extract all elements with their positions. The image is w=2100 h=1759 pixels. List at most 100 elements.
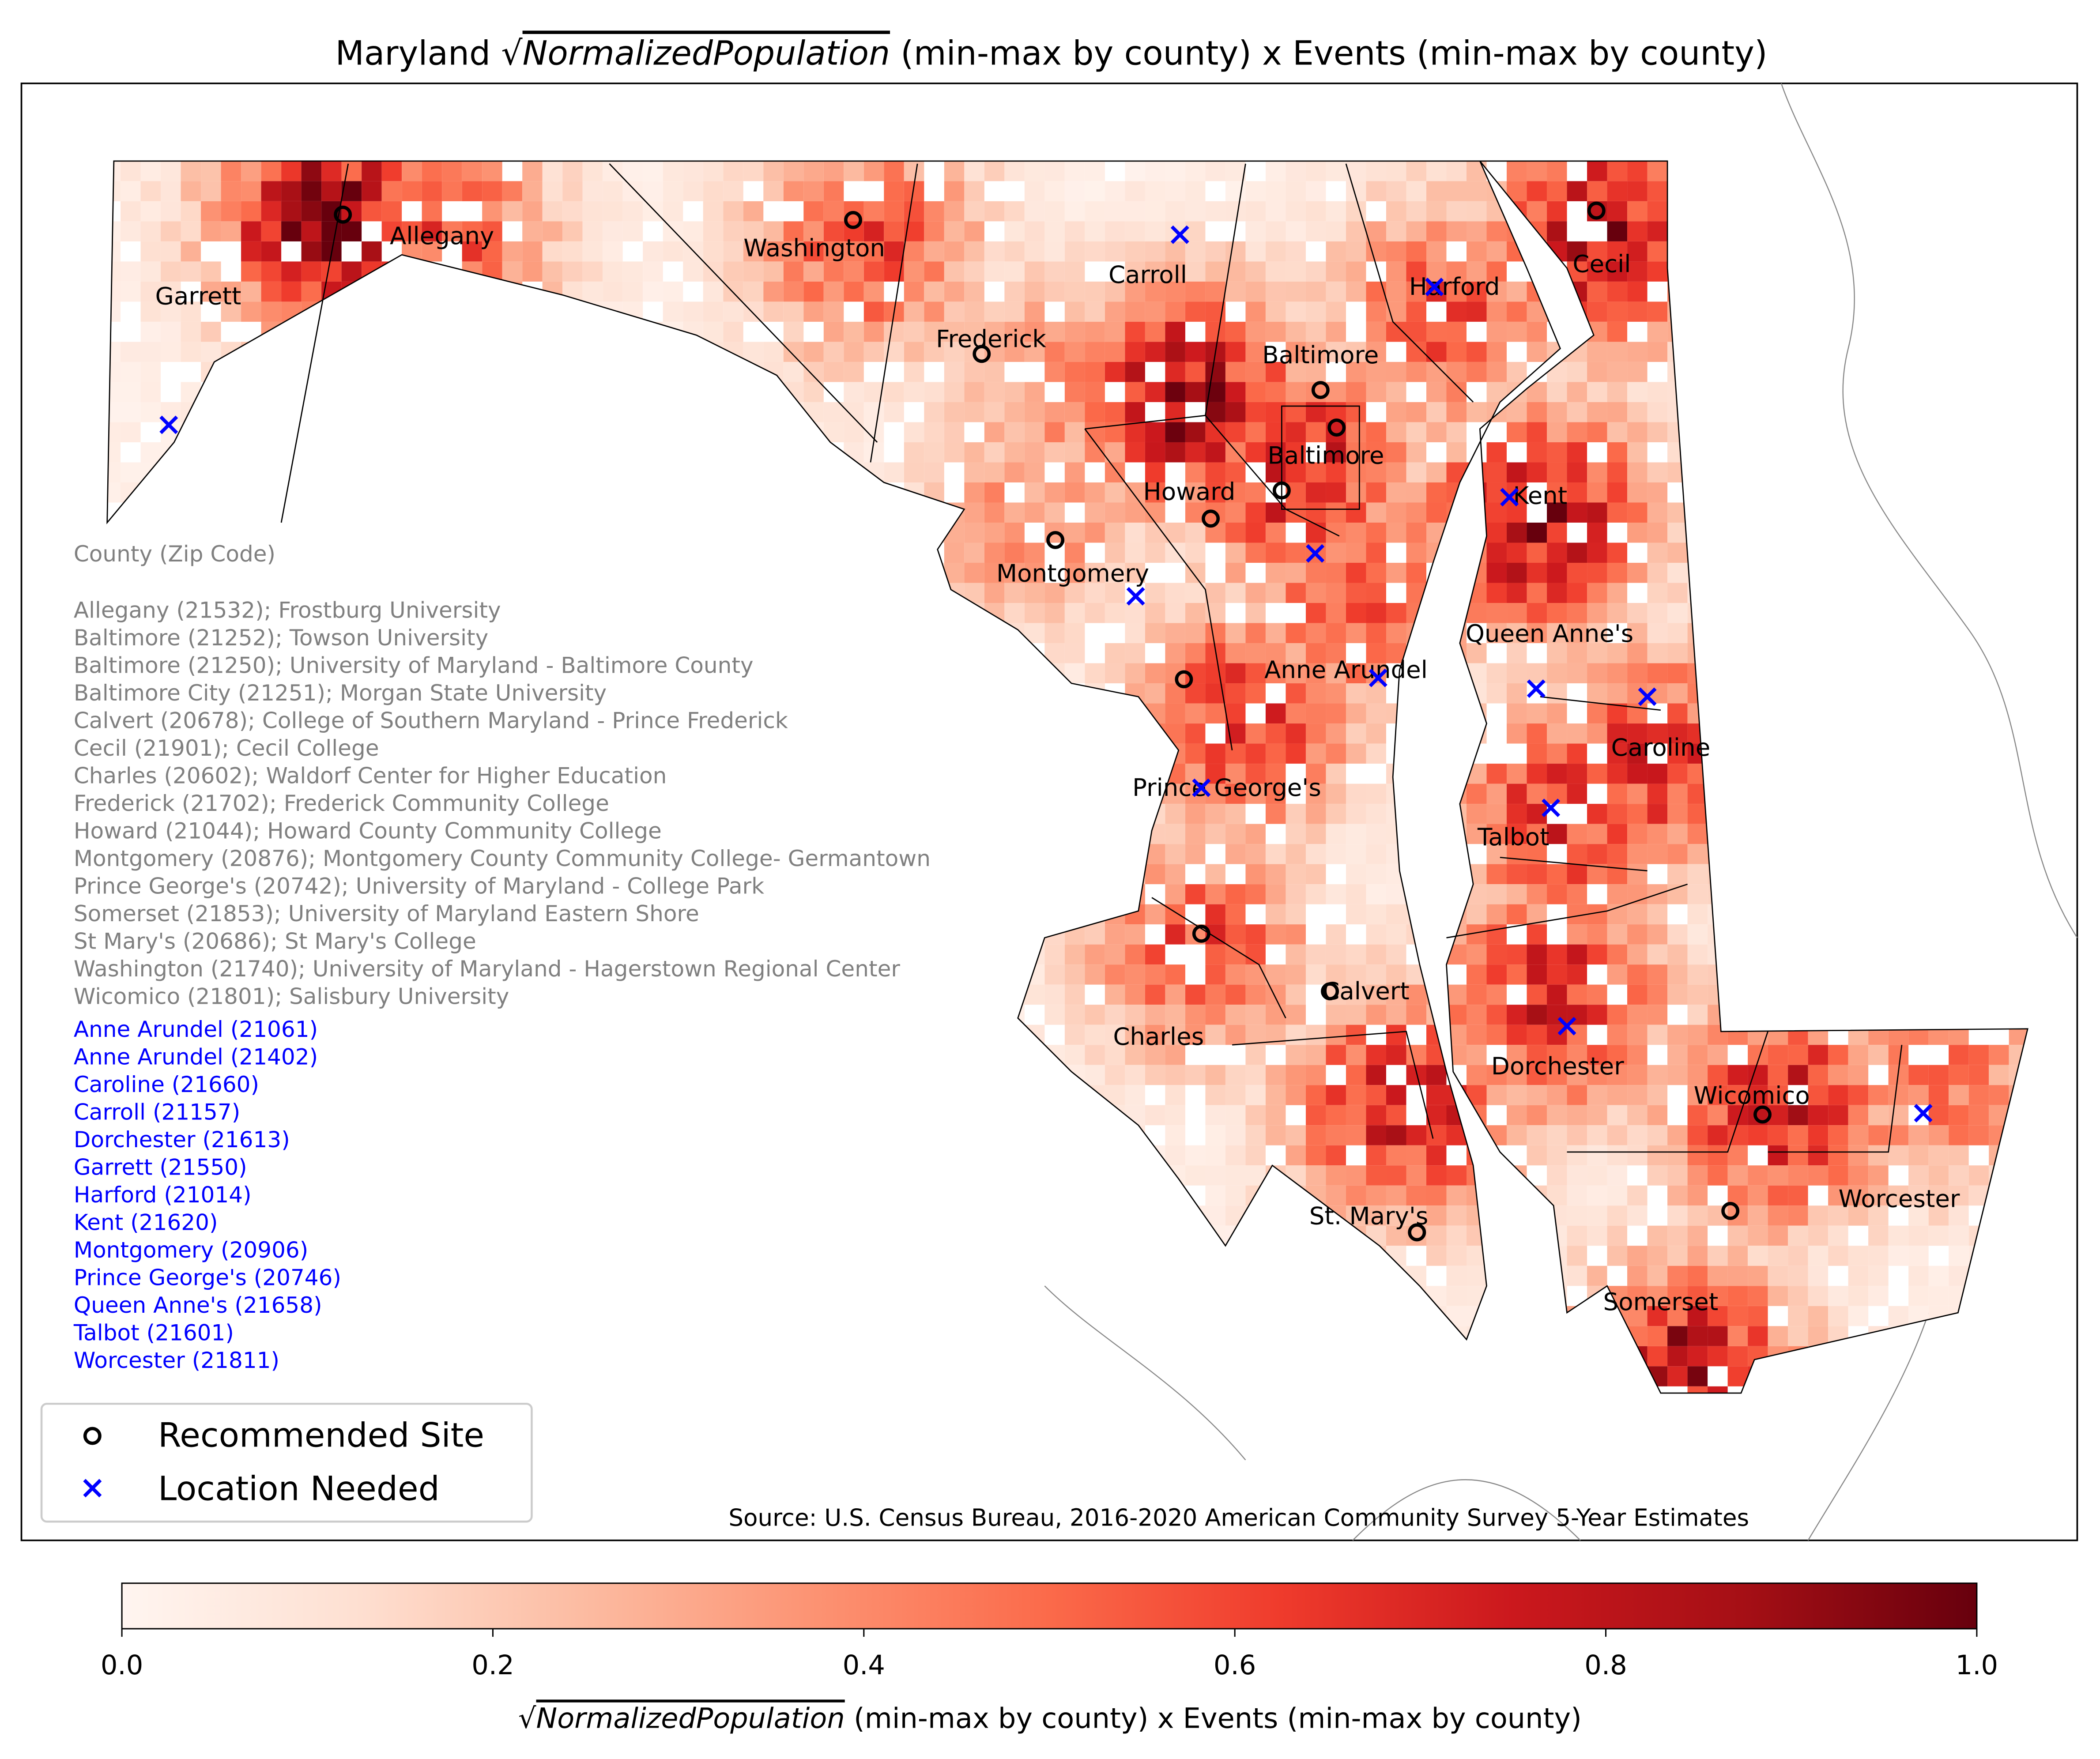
heatmap-cell: [402, 1205, 422, 1226]
heatmap-cell: [743, 1205, 764, 1226]
heatmap-cell: [783, 824, 804, 844]
heatmap-cell: [1989, 1005, 2009, 1025]
heatmap-cell: [1024, 301, 1045, 322]
heatmap-cell: [1607, 321, 1628, 342]
heatmap-cell: [522, 502, 543, 523]
heatmap-cell: [1607, 884, 1628, 904]
heatmap-cell: [1647, 522, 1668, 543]
heatmap-cell: [562, 281, 583, 302]
heatmap-cell: [1587, 804, 1607, 824]
heatmap-cell: [1125, 301, 1145, 322]
heatmap-cell: [1908, 944, 1929, 965]
heatmap-cell: [1265, 281, 1286, 302]
heatmap-cell: [1888, 824, 1909, 844]
heatmap-cell: [1647, 161, 1668, 181]
heatmap-cell: [1044, 442, 1065, 463]
heatmap-cell: [1346, 382, 1366, 402]
heatmap-cell: [763, 1225, 784, 1246]
heatmap-cell: [1507, 281, 1527, 302]
heatmap-cell: [582, 1125, 603, 1145]
heatmap-cell: [1205, 884, 1225, 904]
heatmap-cell: [442, 362, 462, 382]
heatmap-cell: [502, 1145, 523, 1166]
heatmap-cell: [1768, 563, 1788, 583]
heatmap-cell: [823, 1145, 844, 1166]
heatmap-cell: [301, 1105, 322, 1126]
heatmap-cell: [1467, 864, 1487, 885]
heatmap-cell: [1145, 221, 1165, 241]
heatmap-cell: [803, 301, 824, 322]
heatmap-cell: [643, 563, 663, 583]
heatmap-cell: [1145, 1045, 1165, 1065]
heatmap-cell: [1326, 1145, 1346, 1166]
heatmap-cell: [1245, 1246, 1266, 1266]
heatmap-cell: [1687, 1145, 1708, 1166]
heatmap-cell: [1968, 1105, 1989, 1126]
heatmap-cell: [1064, 522, 1085, 543]
heatmap-cell: [1446, 342, 1467, 362]
heatmap-cell: [1245, 623, 1266, 644]
heatmap-cell: [1145, 201, 1165, 222]
heatmap-cell: [1044, 623, 1065, 644]
heatmap-cell: [1848, 402, 1869, 422]
heatmap-cell: [823, 1125, 844, 1145]
heatmap-cell: [582, 402, 603, 422]
heatmap-cell: [803, 984, 824, 1005]
heatmap-cell: [1788, 522, 1808, 543]
heatmap-cell: [1004, 462, 1025, 482]
heatmap-cell: [442, 161, 462, 181]
heatmap-cell: [1426, 824, 1447, 844]
heatmap-cell: [1044, 1125, 1065, 1145]
heatmap-cell: [2029, 824, 2049, 844]
heatmap-cell: [763, 583, 784, 603]
heatmap-cell: [1989, 422, 2009, 442]
heatmap-cell: [1928, 583, 1949, 603]
heatmap-cell: [1868, 462, 1889, 482]
heatmap-cell: [1225, 342, 1246, 362]
heatmap-cell: [1507, 623, 1527, 644]
heatmap-cell: [1245, 743, 1266, 764]
heatmap-cell: [1305, 623, 1326, 644]
heatmap-cell: [201, 342, 221, 362]
heatmap-cell: [964, 783, 984, 804]
heatmap-cell: [1687, 522, 1708, 543]
heatmap-cell: [1507, 161, 1527, 181]
heatmap-cell: [683, 422, 703, 442]
heatmap-cell: [1024, 1065, 1045, 1085]
heatmap-cell: [261, 442, 282, 463]
heatmap-cell: [1004, 1025, 1025, 1045]
heatmap-cell: [1607, 201, 1628, 222]
heatmap-cell: [944, 522, 965, 543]
heatmap-cell: [844, 623, 864, 644]
heatmap-cell: [643, 522, 663, 543]
heatmap-cell: [1165, 723, 1185, 744]
heatmap-cell: [422, 482, 442, 503]
heatmap-cell: [1245, 402, 1266, 422]
heatmap-cell: [1989, 201, 2009, 222]
heatmap-cell: [2009, 1125, 2028, 1145]
heatmap-cell: [783, 1065, 804, 1085]
heatmap-cell: [1145, 181, 1165, 201]
heatmap-cell: [542, 482, 563, 503]
heatmap-cell: [863, 703, 884, 724]
heatmap-cell: [1105, 301, 1125, 322]
heatmap-cell: [1788, 161, 1808, 181]
heatmap-cell: [763, 281, 784, 302]
heatmap-cell: [1627, 864, 1648, 885]
heatmap-cell: [1968, 442, 1989, 463]
heatmap-cell: [381, 1286, 402, 1306]
heatmap-cell: [1105, 603, 1125, 623]
heatmap-cell: [823, 342, 844, 362]
heatmap-cell: [1245, 924, 1266, 945]
heatmap-cell: [1928, 1085, 1949, 1105]
heatmap-cell: [1145, 723, 1165, 744]
heatmap-cell: [622, 1205, 643, 1226]
heatmap-cell: [1044, 723, 1065, 744]
heatmap-cell: [1808, 683, 1829, 704]
heatmap-cell: [321, 1065, 342, 1085]
heatmap-cell: [1305, 764, 1326, 784]
heatmap-cell: [341, 462, 362, 482]
heatmap-cell: [1225, 502, 1246, 523]
heatmap-cell: [1205, 1225, 1225, 1246]
heatmap-cell: [1708, 261, 1728, 282]
